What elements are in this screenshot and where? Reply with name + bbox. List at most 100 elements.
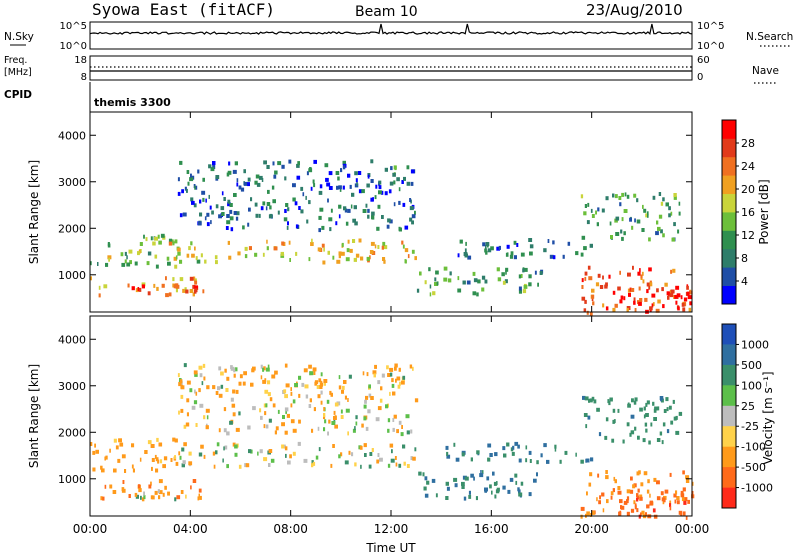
- power-echo-cell: [158, 240, 162, 245]
- velocity-echo-cell: [368, 384, 371, 389]
- power-echo-cell: [658, 214, 663, 219]
- power-echo-cell: [295, 224, 299, 229]
- velocity-echo-cell: [100, 496, 103, 501]
- power-echo-cell: [310, 242, 314, 246]
- velocity-echo-cell: [446, 451, 449, 456]
- velocity-echo-cell: [144, 450, 148, 454]
- velocity-echo-cell: [182, 460, 186, 465]
- velocity-echo-cell: [284, 446, 288, 451]
- power-echo-cell: [429, 284, 432, 289]
- velocity-echo-cell: [461, 452, 465, 457]
- velocity-echo-cell: [473, 476, 475, 481]
- velocity-echo-cell: [643, 414, 646, 419]
- power-echo-cell: [620, 229, 623, 234]
- velocity-echo-cell: [344, 460, 349, 465]
- velocity-frame: [89, 315, 693, 517]
- power-echo-cell: [227, 199, 231, 204]
- velocity-echo-cell: [369, 452, 373, 456]
- velocity-echo-cell: [195, 391, 198, 396]
- power-echo-cell: [228, 161, 231, 166]
- velocity-echo-cell: [181, 463, 185, 468]
- power-echo-cell: [592, 301, 595, 306]
- power-echo-cell: [306, 171, 309, 176]
- power-echo-cell: [497, 277, 502, 282]
- velocity-colorbar-tick-label: 500: [741, 359, 762, 372]
- power-echo-cell: [601, 208, 605, 213]
- velocity-echo-cell: [329, 390, 332, 395]
- power-echo-cell: [237, 251, 241, 256]
- velocity-echo-cell: [623, 500, 628, 505]
- power-echo-cell: [194, 278, 197, 283]
- velocity-colorbar-tick-label: 100: [741, 379, 762, 392]
- power-echo-cell: [107, 243, 111, 248]
- velocity-colorbar-segment: [722, 364, 736, 386]
- velocity-echo-cell: [379, 398, 383, 403]
- velocity-echo-cell: [164, 485, 167, 490]
- power-echo-cell: [311, 238, 313, 243]
- power-echo-cell: [256, 182, 261, 187]
- velocity-echo-cell: [174, 438, 178, 443]
- x-tick-label: 08:00: [273, 522, 308, 536]
- power-echo-cell: [227, 240, 230, 245]
- velocity-echo-cell: [652, 508, 656, 513]
- velocity-echo-cell: [518, 458, 522, 463]
- velocity-echo-cell: [311, 460, 314, 465]
- velocity-echo-cell: [631, 398, 634, 403]
- power-echo-cell: [409, 206, 414, 211]
- velocity-echo-cell: [239, 374, 243, 379]
- velocity-echo-cell: [633, 500, 636, 505]
- power-echo-cell: [617, 286, 621, 291]
- velocity-echo-cell: [218, 393, 223, 398]
- power-colorbar-tick-label: 28: [741, 137, 755, 150]
- power-echo-cell: [371, 211, 375, 216]
- power-echo-cell: [287, 207, 290, 212]
- velocity-echo-cell: [178, 410, 180, 415]
- power-echo-cell: [90, 261, 92, 266]
- velocity-echo-cell: [143, 495, 146, 500]
- power-echo-cell: [549, 254, 554, 259]
- velocity-echo-cell: [128, 494, 131, 498]
- power-echo-cell: [160, 233, 165, 238]
- velocity-echo-cell: [612, 419, 615, 424]
- velocity-echo-cell: [366, 372, 369, 377]
- velocity-echo-cell: [301, 382, 305, 387]
- power-echo-cell: [215, 204, 219, 209]
- velocity-echo-cell: [320, 400, 323, 405]
- velocity-echo-cell: [673, 416, 677, 421]
- velocity-echo-cell: [591, 396, 595, 401]
- velocity-echo-cell: [682, 470, 685, 475]
- velocity-echo-cell: [289, 454, 292, 459]
- velocity-echo-cell: [546, 459, 550, 464]
- velocity-echo-cell: [270, 458, 275, 463]
- power-colorbar-label: Power [dB]: [757, 179, 771, 244]
- power-echo-cell: [277, 161, 282, 166]
- power-echo-cell: [689, 301, 693, 306]
- power-echo-cell: [137, 251, 140, 256]
- velocity-colorbar-segment: [722, 487, 736, 509]
- power-echo-cell: [543, 248, 547, 253]
- power-echo-cell: [330, 208, 333, 213]
- power-echo-cell: [676, 293, 681, 298]
- velocity-echo-cell: [685, 475, 690, 480]
- power-echo-cell: [567, 241, 571, 246]
- power-echo-cell: [664, 282, 668, 287]
- velocity-echo-cell: [640, 482, 644, 487]
- power-echo-cell: [189, 177, 194, 182]
- power-echo-cell: [591, 214, 595, 218]
- velocity-echo-cell: [231, 403, 236, 408]
- velocity-echo-cell: [334, 402, 339, 407]
- velocity-echo-cell: [389, 391, 391, 396]
- power-echo-cell: [230, 227, 234, 232]
- power-echo-cell: [677, 306, 680, 311]
- velocity-echo-cell: [464, 476, 469, 481]
- velocity-echo-cell: [212, 385, 216, 390]
- power-colorbar-tick-label: 12: [741, 229, 755, 242]
- power-echo-cell: [620, 295, 624, 300]
- power-echo-cell: [269, 205, 272, 210]
- power-echo-cell: [326, 182, 331, 187]
- velocity-echo-cell: [610, 495, 613, 500]
- velocity-echo-cell: [355, 421, 358, 426]
- power-echo-cell: [587, 265, 591, 270]
- power-echo-cell: [98, 285, 101, 290]
- power-echo-cell: [581, 278, 584, 283]
